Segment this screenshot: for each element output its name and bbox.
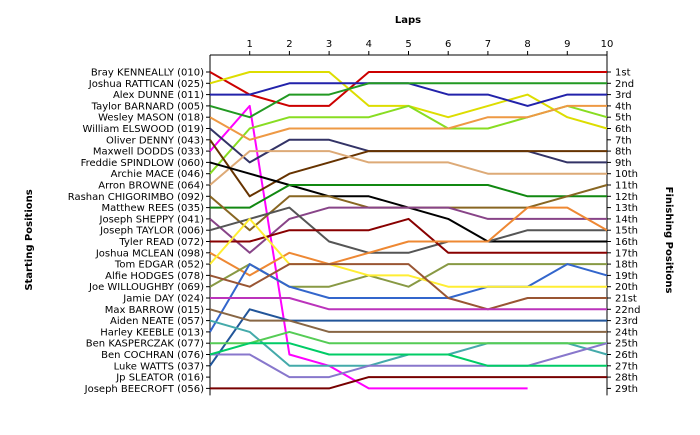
driver-position-line	[210, 297, 607, 311]
start-position-label: Jamie DAY (024)	[122, 294, 204, 305]
start-position-label: Alfie HODGES (078)	[105, 271, 204, 282]
finish-position-label: 2nd	[615, 79, 634, 90]
start-position-label: Wesley MASON (018)	[98, 113, 204, 124]
start-position-label: Max BARROW (015)	[105, 305, 204, 316]
finish-position-label: 10th	[615, 169, 638, 180]
chart-title: Laps	[395, 15, 421, 26]
lap-tick-label: 7	[485, 39, 491, 50]
finish-position-label: 7th	[615, 135, 632, 146]
lap-tick-label: 5	[405, 39, 411, 50]
driver-position-line	[209, 342, 607, 367]
finish-position-label: 24th	[615, 327, 638, 338]
start-position-label: Tyler READ (072)	[118, 237, 204, 248]
start-position-label: Joshua MCLEAN (098)	[95, 248, 204, 259]
finish-position-label: 19th	[615, 271, 638, 282]
finish-position-label: 27th	[615, 361, 638, 372]
start-position-label: Ben KASPERCZAK (077)	[86, 339, 204, 350]
driver-position-line	[210, 342, 608, 379]
finish-position-label: 15th	[615, 226, 638, 237]
finish-position-label: 12th	[615, 192, 638, 203]
finish-position-label: 8th	[615, 147, 632, 158]
start-position-label: Archie MACE (046)	[111, 169, 204, 180]
start-position-label: Arron BROWNE (064)	[98, 181, 204, 192]
start-position-label: Harley KEEBLE (013)	[100, 327, 204, 338]
start-position-label: Matthew REES (035)	[102, 203, 205, 214]
start-position-label: Joe WILLOUGHBY (069)	[88, 282, 204, 293]
start-position-label: Joseph TAYLOR (006)	[99, 226, 204, 237]
lap-tick-label: 9	[564, 39, 570, 50]
finish-position-label: 6th	[615, 124, 632, 135]
start-position-label: Ben COCHRAN (076)	[101, 350, 204, 361]
finish-position-label: 11th	[615, 181, 638, 192]
driver-position-line	[209, 308, 607, 367]
finish-position-label: 4th	[615, 101, 632, 112]
finish-position-label: 18th	[615, 260, 638, 271]
finish-position-label: 9th	[615, 158, 632, 169]
finish-position-label: 1st	[615, 68, 631, 79]
start-position-label: Jp SLEATOR (016)	[115, 373, 204, 384]
finish-position-label: 29th	[615, 384, 638, 395]
lap-tick-labels: 1 2 3 4 5 6 7 8 9 10	[247, 39, 614, 55]
finish-position-label: 16th	[615, 237, 638, 248]
finish-position-label: 13th	[615, 203, 638, 214]
driver-position-line	[210, 217, 607, 254]
start-position-label: Luke WATTS (037)	[114, 361, 204, 372]
y-axis-label-left: Starting Positions	[24, 189, 35, 290]
start-position-label: Joseph SHEPPY (041)	[99, 214, 205, 225]
driver-position-line	[210, 184, 607, 209]
finish-position-label: 20th	[615, 282, 638, 293]
driver-position-line	[209, 206, 607, 254]
finish-position-label: 25th	[615, 339, 638, 350]
start-position-label: Taylor BARNARD (005)	[91, 101, 204, 112]
driver-position-line	[209, 104, 608, 175]
driver-position-line	[210, 82, 607, 107]
finish-position-label: 5th	[615, 113, 632, 124]
finish-position-label: 23rd	[615, 316, 638, 327]
lap-tick-label: 6	[445, 39, 451, 50]
start-position-label: Bray KENNEALLY (010)	[91, 68, 204, 79]
driver-position-line	[209, 139, 607, 198]
lap-tick-label: 8	[524, 39, 530, 50]
finish-position-label: 26th	[615, 350, 638, 361]
start-position-label: Freddie SPINDLOW (060)	[81, 158, 205, 169]
lap-tick-label: 1	[247, 39, 253, 50]
finishing-position-labels: 1st2nd3rd4th5th6th7th8th9th10th11th12th1…	[607, 68, 640, 395]
lap-tick-label: 3	[326, 39, 332, 50]
start-position-label: Maxwell DODDS (033)	[93, 147, 204, 158]
start-position-label: Oliver DENNY (043)	[106, 135, 204, 146]
start-position-label: William ELSWOOD (019)	[83, 124, 205, 135]
series-layer	[209, 71, 608, 390]
y-axis-label-right: Finishing Positions	[663, 187, 674, 294]
start-position-label: Tom EDGAR (052)	[114, 260, 204, 271]
driver-position-line	[210, 376, 607, 390]
finish-position-label: 28th	[615, 373, 638, 384]
driver-position-line	[209, 217, 607, 288]
start-position-label: Rashan CHIGORIMBO (092)	[68, 192, 204, 203]
start-position-label: Aiden NEATE (057)	[110, 316, 204, 327]
start-position-label: Joseph BEECROFT (056)	[84, 384, 204, 395]
driver-position-line	[209, 308, 607, 333]
driver-position-line	[209, 150, 607, 186]
driver-position-line	[210, 330, 607, 345]
driver-position-line	[209, 263, 607, 311]
lap-tick-label: 10	[601, 39, 614, 50]
start-position-label: Joshua RATTICAN (025)	[88, 79, 204, 90]
finish-position-label: 22nd	[615, 305, 640, 316]
finish-position-label: 14th	[615, 214, 638, 225]
starting-position-labels: Bray KENNEALLY (010)Joshua RATTICAN (025…	[68, 68, 210, 395]
driver-position-line	[209, 263, 608, 333]
finish-position-label: 21st	[615, 294, 637, 305]
start-position-label: Alex DUNNE (011)	[113, 90, 204, 101]
finish-position-label: 3rd	[615, 90, 632, 101]
lap-tick-label: 4	[366, 39, 372, 50]
driver-position-line	[209, 82, 607, 119]
finish-position-label: 17th	[615, 248, 638, 259]
driver-position-line	[209, 206, 607, 254]
driver-position-line	[209, 104, 607, 141]
driver-position-line	[209, 206, 608, 277]
lap-tick-label: 2	[286, 39, 292, 50]
